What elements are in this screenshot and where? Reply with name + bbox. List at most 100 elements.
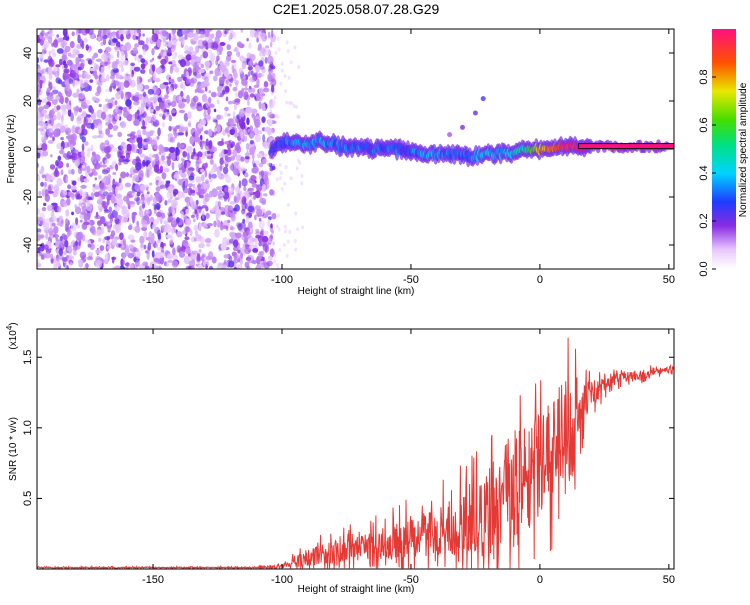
noise-speckle [224,259,227,265]
snr-multiplier: (x104) [5,322,19,349]
noise-speckle [224,110,227,118]
noise-speckle [271,230,274,234]
noise-speckle [185,54,192,61]
noise-speckle [224,30,227,35]
noise-speckle [289,176,293,181]
noise-speckle [41,189,46,197]
noise-speckle [102,191,109,197]
noise-speckle [120,171,127,179]
noise-speckle [252,72,258,81]
noise-speckle [147,242,152,251]
noise-speckle [229,201,236,205]
noise-speckle [205,263,208,269]
noise-speckle [247,100,250,106]
noise-speckle [69,253,72,257]
noise-speckle [135,36,139,40]
noise-speckle [142,261,149,267]
noise-speckle [37,259,40,263]
noise-speckle [256,37,259,43]
noise-speckle [205,212,210,219]
noise-speckle [154,77,161,83]
noise-speckle [247,221,253,228]
noise-speckle [193,224,199,232]
noise-speckle [248,42,252,49]
x-tick-label: 0 [537,574,543,586]
noise-speckle [56,217,60,223]
noise-speckle [247,205,255,213]
noise-speckle [136,137,142,143]
noise-speckle [138,209,144,217]
noise-speckle [119,232,124,241]
noise-speckle [267,218,271,228]
noise-speckle [246,117,250,126]
noise-speckle [176,245,182,253]
noise-speckle [81,164,85,169]
noise-speckle [42,36,46,42]
noise-speckle [156,39,162,48]
noise-speckle [295,166,299,171]
noise-speckle [154,243,158,248]
noise-speckle [261,200,267,205]
noise-speckle [66,141,71,148]
noise-speckle [261,235,269,243]
noise-speckle [104,253,109,261]
noise-speckle [94,120,98,129]
noise-speckle [105,145,112,153]
noise-speckle [71,211,75,216]
noise-speckle [56,111,62,121]
noise-speckle [156,135,160,140]
noise-speckle [234,98,241,103]
noise-speckle [131,212,136,221]
noise-speckle [251,260,257,264]
noise-speckle [140,153,146,158]
noise-speckle [47,183,54,192]
noise-speckle [80,150,85,157]
noise-speckle [37,73,40,82]
noise-speckle [160,102,166,112]
noise-speckle [218,175,225,180]
noise-speckle [232,111,236,119]
noise-speckle [208,49,212,54]
noise-speckle [243,186,247,192]
noise-speckle [272,259,276,264]
noise-speckle [56,48,64,54]
noise-speckle [49,29,53,35]
noise-speckle [124,30,130,36]
noise-speckle [198,243,205,249]
noise-speckle [136,220,140,227]
noise-speckle [53,39,59,48]
noise-speckle [80,154,86,164]
noise-speckle [106,245,111,250]
noise-speckle [111,147,118,153]
noise-speckle [208,140,213,150]
noise-speckle [94,177,98,181]
noise-speckle [269,76,274,80]
noise-speckle [108,102,113,109]
noise-speckle [143,111,146,119]
noise-speckle [165,262,170,267]
noise-speckle [106,74,110,82]
noise-speckle [59,95,64,105]
noise-speckle [66,229,71,238]
noise-speckle [64,262,68,269]
noise-speckle [87,243,92,248]
noise-speckle [214,67,220,77]
noise-speckle [180,90,184,98]
noise-speckle [233,73,238,79]
noise-speckle [38,190,42,197]
noise-speckle [104,205,108,211]
noise-speckle [77,177,81,182]
noise-speckle [224,195,228,200]
noise-speckle [209,70,214,75]
noise-speckle [195,66,199,71]
noise-speckle [161,30,168,37]
y-tick-label: -40 [22,237,34,253]
noise-speckle [198,249,202,253]
noise-speckle [199,29,206,35]
noise-speckle [204,193,210,202]
noise-speckle [257,130,263,135]
noise-speckle [44,113,48,120]
noise-speckle [48,50,51,56]
noise-speckle [231,65,235,74]
noise-speckle [124,72,129,81]
